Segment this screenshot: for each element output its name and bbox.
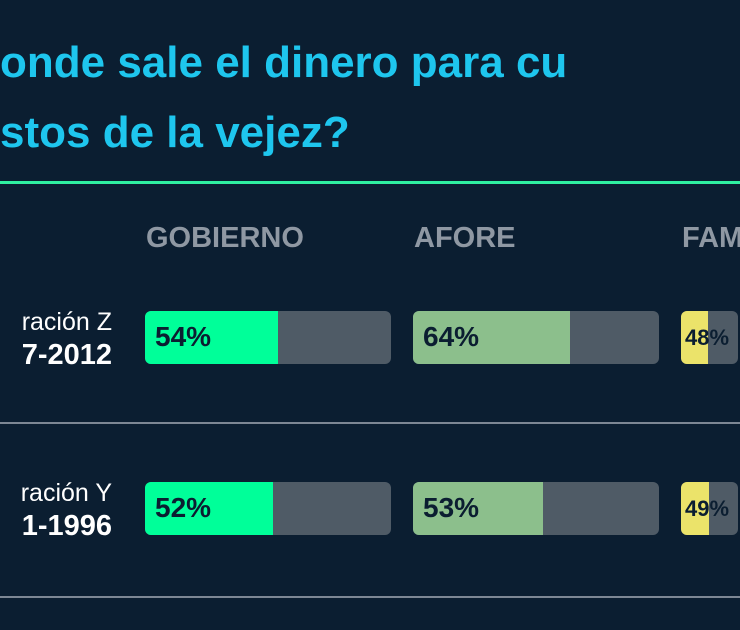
bar-familia: 49% [681, 482, 738, 535]
bar-gobierno: 52% [145, 482, 391, 535]
row-label-gen-y: ración Y 1-1996 [21, 479, 112, 543]
data-label: 48% [685, 325, 730, 350]
bar-fill [145, 311, 278, 364]
bar-fill [413, 311, 571, 364]
row-divider [0, 422, 740, 424]
column-header-gobierno: GOBIERNO [146, 222, 304, 254]
data-label: 54% [155, 321, 212, 352]
bar-fill [145, 482, 273, 535]
data-label: 52% [155, 492, 212, 523]
row-label-years: 7-2012 [21, 339, 112, 371]
bar-afore: 64% [413, 311, 659, 364]
column-header-afore: AFORE [414, 222, 516, 254]
row-label-name: ración Z [21, 308, 112, 336]
bar-fill [681, 311, 709, 364]
chart-title-line-1: onde sale el dinero para cu [0, 38, 568, 87]
title-underline [0, 181, 740, 184]
bar-fill [413, 482, 544, 535]
data-label: 64% [423, 321, 480, 352]
row-label-gen-z: ración Z 7-2012 [22, 308, 112, 372]
bar-afore: 53% [413, 482, 659, 535]
row-label-name: ración Y [20, 479, 112, 507]
data-label: 49% [685, 496, 730, 521]
bar-fill [681, 482, 709, 535]
row-label-years: 1-1996 [21, 510, 112, 542]
row-divider [0, 596, 740, 598]
data-label: 53% [423, 492, 480, 523]
chart-title-line-2: stos de la vejez? [0, 108, 350, 157]
bar-familia: 48% [681, 311, 738, 364]
column-header-familia: FAM [682, 222, 740, 254]
bar-gobierno: 54% [145, 311, 391, 364]
